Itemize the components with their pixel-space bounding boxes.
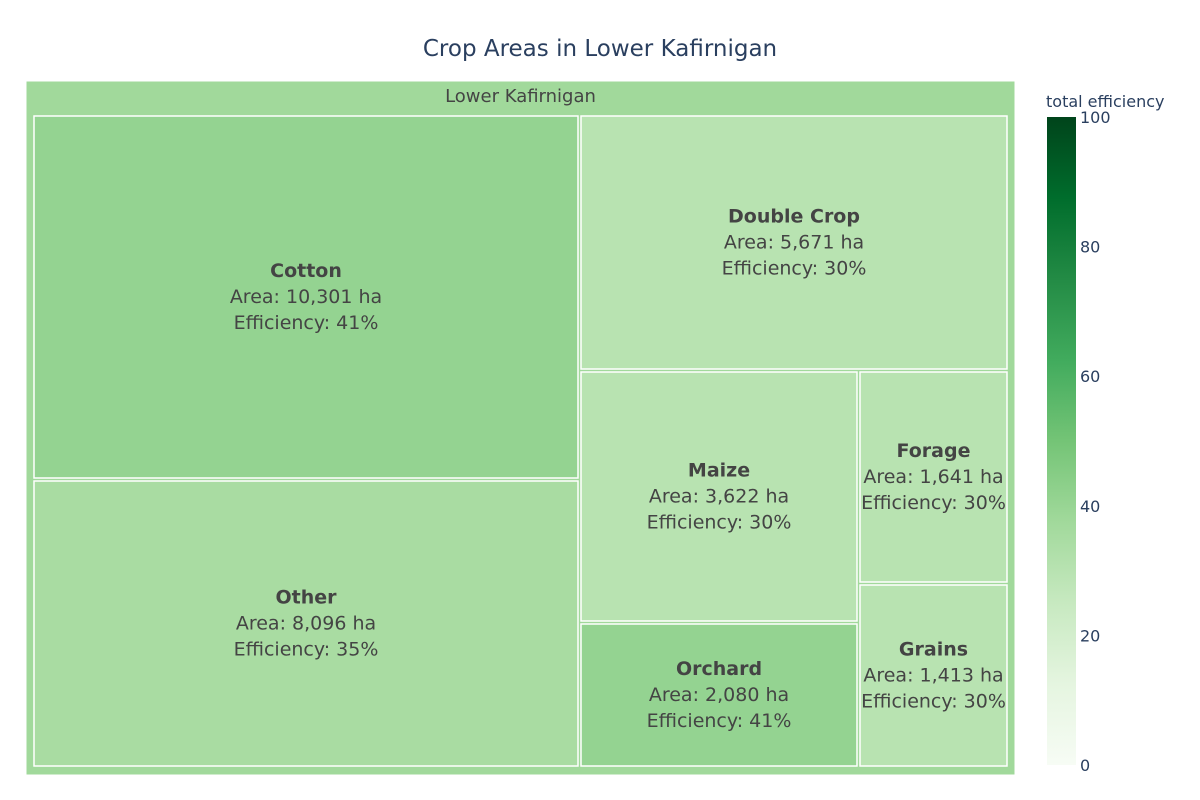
colorbar-tick-label: 60	[1080, 367, 1100, 386]
colorbar-tick-label: 100	[1080, 108, 1111, 127]
tile-efficiency: Efficiency: 30%	[861, 691, 1006, 713]
tile-efficiency: Efficiency: 30%	[647, 512, 792, 534]
tile-area: Area: 10,301 ha	[230, 286, 382, 308]
tile-label: Cotton	[270, 260, 342, 282]
colorbar-tick-label: 80	[1080, 238, 1100, 257]
colorbar-gradient	[1047, 117, 1076, 765]
tile-rect[interactable]	[580, 115, 1008, 370]
treemap-tile-grains[interactable]: Grains Area: 1,413 ha Efficiency: 30%	[859, 584, 1008, 767]
tile-rect[interactable]	[33, 115, 579, 479]
tile-area: Area: 8,096 ha	[236, 613, 376, 635]
colorbar-title: total efficiency	[1046, 92, 1164, 111]
tile-efficiency: Efficiency: 41%	[647, 710, 792, 732]
tile-area: Area: 5,671 ha	[724, 232, 864, 254]
tile-label: Other	[275, 587, 337, 609]
colorbar-tick-label: 40	[1080, 497, 1100, 516]
treemap-tile-maize[interactable]: Maize Area: 3,622 ha Efficiency: 30%	[580, 371, 858, 622]
tile-label: Double Crop	[728, 206, 860, 228]
treemap-tile-cotton[interactable]: Cotton Area: 10,301 ha Efficiency: 41%	[33, 115, 579, 479]
treemap-tile-other[interactable]: Other Area: 8,096 ha Efficiency: 35%	[33, 480, 579, 767]
tile-efficiency: Efficiency: 35%	[234, 639, 379, 661]
treemap-layer: Lower Kafirnigan Cotton Area: 10,301 ha Eff…	[25, 80, 1016, 776]
tile-label: Grains	[899, 639, 968, 661]
treemap-root-label: Lower Kafirnigan	[445, 86, 596, 107]
tile-efficiency: Efficiency: 30%	[722, 258, 867, 280]
tile-label: Orchard	[676, 658, 762, 680]
colorbar-tick-label: 0	[1080, 756, 1090, 775]
treemap-tile-forage[interactable]: Forage Area: 1,641 ha Efficiency: 30%	[859, 371, 1008, 583]
tile-area: Area: 2,080 ha	[649, 684, 789, 706]
tile-label: Forage	[897, 440, 971, 462]
chart-title: Crop Areas in Lower Kafirnigan	[423, 36, 777, 62]
tile-rect[interactable]	[859, 371, 1008, 583]
colorbar: total efficiency 0 20 40 60 80 100	[1046, 92, 1164, 775]
tile-area: Area: 3,622 ha	[649, 486, 789, 508]
colorbar-tick-label: 20	[1080, 626, 1100, 645]
tile-efficiency: Efficiency: 41%	[234, 312, 379, 334]
treemap-tile-orchard[interactable]: Orchard Area: 2,080 ha Efficiency: 41%	[580, 623, 858, 767]
tile-rect[interactable]	[580, 623, 858, 767]
tile-rect[interactable]	[580, 371, 858, 622]
tile-area: Area: 1,413 ha	[863, 665, 1003, 687]
tile-rect[interactable]	[33, 480, 579, 767]
tile-area: Area: 1,641 ha	[863, 466, 1003, 488]
treemap-tile-double-crop[interactable]: Double Crop Area: 5,671 ha Efficiency: 30%	[580, 115, 1008, 370]
tile-label: Maize	[688, 460, 750, 482]
tile-rect[interactable]	[859, 584, 1008, 767]
tile-efficiency: Efficiency: 30%	[861, 492, 1006, 514]
